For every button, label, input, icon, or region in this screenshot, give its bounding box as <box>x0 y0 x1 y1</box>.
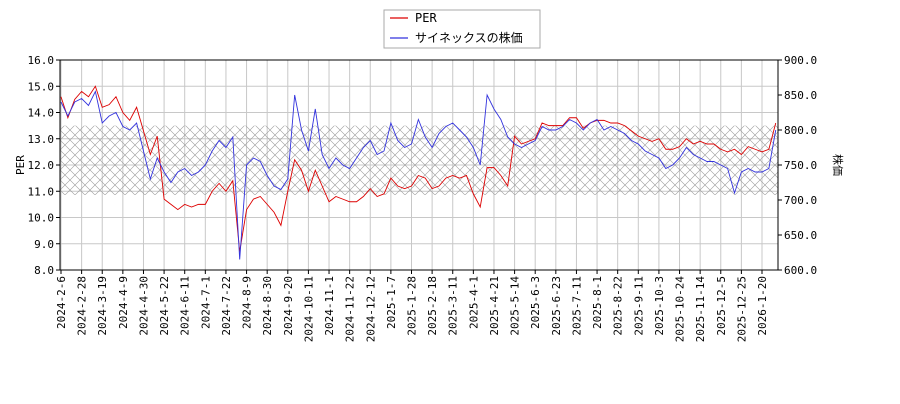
x-tick-label: 2025-5-14 <box>509 276 522 336</box>
y2-tick-label: 700.0 <box>784 194 817 207</box>
x-tick-label: 2025-6-23 <box>550 276 563 336</box>
legend-label: PER <box>415 11 437 25</box>
x-tick-label: 2025-1-28 <box>406 276 419 336</box>
x-tick-label: 2024-4-30 <box>137 276 150 336</box>
x-tick-label: 2024-9-20 <box>282 276 295 336</box>
x-tick-label: 2024-8-9 <box>241 276 254 329</box>
x-tick-label: 2025-10-3 <box>653 276 666 336</box>
x-tick-label: 2025-1-7 <box>385 276 398 329</box>
y-tick-label: 12.0 <box>28 159 55 172</box>
x-tick-label: 2025-2-18 <box>426 276 439 336</box>
y-axis-label: PER <box>14 155 27 175</box>
x-tick-label: 2024-11-22 <box>344 276 357 342</box>
y2-tick-label: 800.0 <box>784 124 817 137</box>
x-tick-label: 2025-8-22 <box>612 276 625 336</box>
x-tick-label: 2025-4-1 <box>467 276 480 329</box>
y-tick-label: 16.0 <box>28 54 55 67</box>
y-tick-label: 11.0 <box>28 185 55 198</box>
y-tick-label: 13.0 <box>28 133 55 146</box>
y-tick-label: 15.0 <box>28 80 55 93</box>
x-tick-label: 2024-10-11 <box>302 276 315 342</box>
x-tick-label: 2025-7-11 <box>570 276 583 336</box>
series-line <box>60 90 777 260</box>
y-tick-label: 10.0 <box>28 212 55 225</box>
y2-tick-label: 600.0 <box>784 264 817 277</box>
x-tick-label: 2025-6-3 <box>529 276 542 329</box>
y2-tick-label: 850.0 <box>784 89 817 102</box>
x-tick-label: 2024-6-11 <box>179 276 192 336</box>
y-tick-label: 8.0 <box>34 264 54 277</box>
y2-tick-label: 650.0 <box>784 229 817 242</box>
x-tick-label: 2024-7-1 <box>199 276 212 329</box>
x-tick-label: 2025-4-21 <box>488 276 501 336</box>
series-line <box>60 85 777 252</box>
x-tick-label: 2025-10-24 <box>674 276 687 343</box>
shaded-range <box>60 125 778 195</box>
x-tick-label: 2024-8-30 <box>261 276 274 336</box>
y-tick-label: 9.0 <box>34 238 54 251</box>
x-tick-label: 2024-12-12 <box>364 276 377 342</box>
x-tick-label: 2025-8-1 <box>591 276 604 329</box>
x-tick-label: 2025-12-5 <box>715 276 728 336</box>
x-tick-label: 2025-11-14 <box>694 276 707 343</box>
x-tick-label: 2026-1-20 <box>756 276 769 336</box>
x-tick-label: 2025-12-25 <box>735 276 748 342</box>
y2-tick-label: 750.0 <box>784 159 817 172</box>
x-tick-label: 2024-5-22 <box>158 276 171 336</box>
x-tick-label: 2024-7-22 <box>220 276 233 336</box>
y-tick-label: 14.0 <box>28 107 55 120</box>
x-tick-label: 2025-9-11 <box>632 276 645 336</box>
x-tick-label: 2024-2-6 <box>55 276 68 329</box>
y2-tick-label: 900.0 <box>784 54 817 67</box>
y2-axis-label: 株価 <box>831 154 845 176</box>
x-tick-label: 2024-4-9 <box>117 276 130 329</box>
x-tick-label: 2024-11-1 <box>323 276 336 336</box>
x-tick-label: 2024-2-28 <box>76 276 89 336</box>
plot-frame <box>59 59 779 271</box>
legend-label: サイネックスの株価 <box>415 30 523 45</box>
legend-box <box>383 9 541 49</box>
x-tick-label: 2024-3-19 <box>96 276 109 336</box>
x-tick-label: 2025-3-11 <box>447 276 460 336</box>
